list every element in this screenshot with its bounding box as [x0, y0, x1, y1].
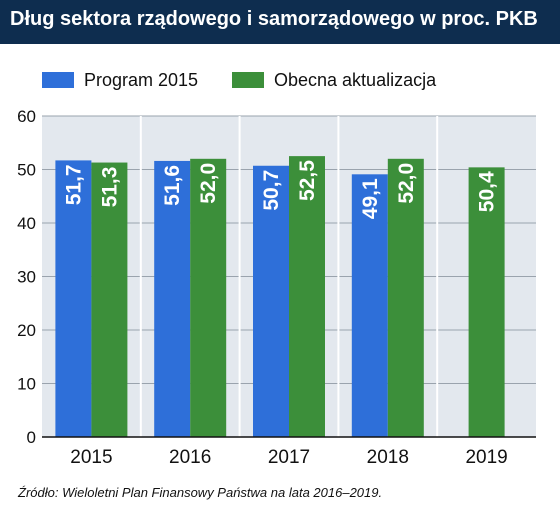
bar-value-label: 52,0	[395, 163, 418, 204]
title-bar: Dług sektora rządowego i samorządowego w…	[0, 0, 560, 44]
y-tick-label: 50	[17, 161, 36, 180]
bar-chart: Program 2015 Obecna aktualizacja 0 10 20 30 40…	[17, 70, 536, 468]
legend-label-2: Obecna aktualizacja	[274, 70, 437, 90]
bar-value-label: 49,1	[359, 178, 382, 219]
y-tick-label: 40	[17, 214, 36, 233]
bar-value-label: 51,3	[98, 167, 121, 208]
bar-aktualizacja-2019	[468, 167, 505, 438]
bar-value-label: 51,6	[161, 165, 184, 206]
bar-program-2018	[351, 174, 388, 437]
bar-program-2015	[55, 160, 92, 437]
x-tick-label: 2016	[169, 447, 211, 468]
bar-program-2016	[154, 160, 191, 437]
y-tick-label: 20	[17, 321, 36, 340]
bar-value-label: 52,5	[296, 160, 319, 201]
bar-value-label: 52,0	[197, 163, 220, 204]
bar-program-2017	[253, 165, 289, 437]
x-tick-label: 2019	[465, 447, 507, 468]
bar-value-label: 50,7	[260, 170, 283, 211]
bar-value-label: 51,7	[62, 164, 85, 205]
legend-label-1: Program 2015	[84, 70, 198, 90]
x-tick-label: 2015	[70, 447, 112, 468]
y-tick-label: 60	[17, 107, 36, 126]
chart-title: Dług sektora rządowego i samorządowego w…	[10, 8, 538, 30]
y-tick-label: 30	[17, 268, 36, 287]
source-note: Źródło: Wieloletni Plan Finansowy Państw…	[18, 485, 383, 500]
bar-aktualizacja-2018	[387, 158, 424, 438]
legend-swatch-2	[232, 72, 264, 88]
legend-swatch-1	[42, 72, 74, 88]
x-tick-label: 2018	[367, 447, 409, 468]
y-tick-label: 10	[17, 375, 36, 394]
bar-aktualizacja-2017	[289, 156, 325, 437]
bar-value-label: 50,4	[476, 171, 499, 212]
bar-aktualizacja-2015	[91, 162, 128, 438]
y-tick-label: 0	[27, 428, 36, 447]
bar-aktualizacja-2016	[190, 158, 227, 438]
x-tick-label: 2017	[268, 447, 310, 468]
